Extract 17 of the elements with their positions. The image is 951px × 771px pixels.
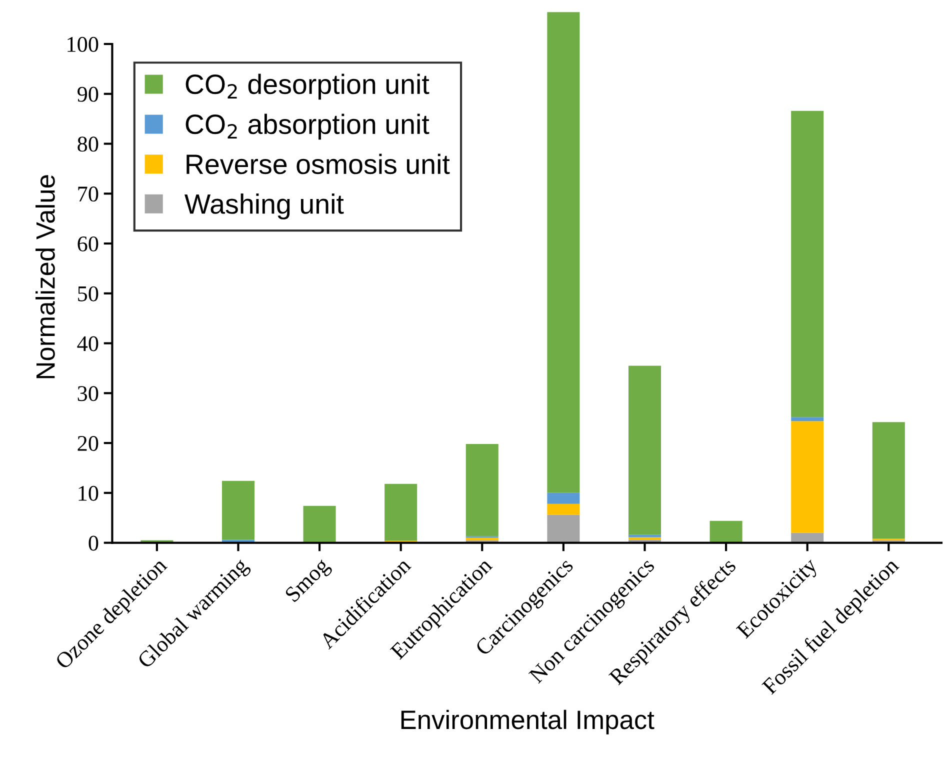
y-tick-label: 30 (78, 386, 98, 402)
legend-label: CO$_{2}$ absorption unit (186, 114, 430, 140)
y-tick-label: 100 (68, 36, 98, 52)
y-tick-label: 90 (78, 86, 98, 102)
y-tick-label: 20 (78, 436, 98, 451)
x-axis-title: Environmental Impact (401, 710, 654, 734)
y-tick-label: 70 (78, 186, 98, 202)
y-tick-label: 40 (77, 336, 98, 352)
y-tick-label: 80 (78, 136, 98, 152)
y-tick-label: 0 (88, 536, 98, 551)
y-tick-label: 60 (78, 236, 98, 252)
y-tick-label: 50 (78, 286, 98, 302)
legend-label: Washing unit (184, 194, 344, 220)
y-axis-title: Normalized Value (36, 175, 55, 378)
legend-label: CO$_{2}$ desorption unit (186, 74, 430, 100)
y-tick-label: 10 (78, 486, 98, 501)
legend-label: Reverse osmosis unit (186, 154, 450, 174)
